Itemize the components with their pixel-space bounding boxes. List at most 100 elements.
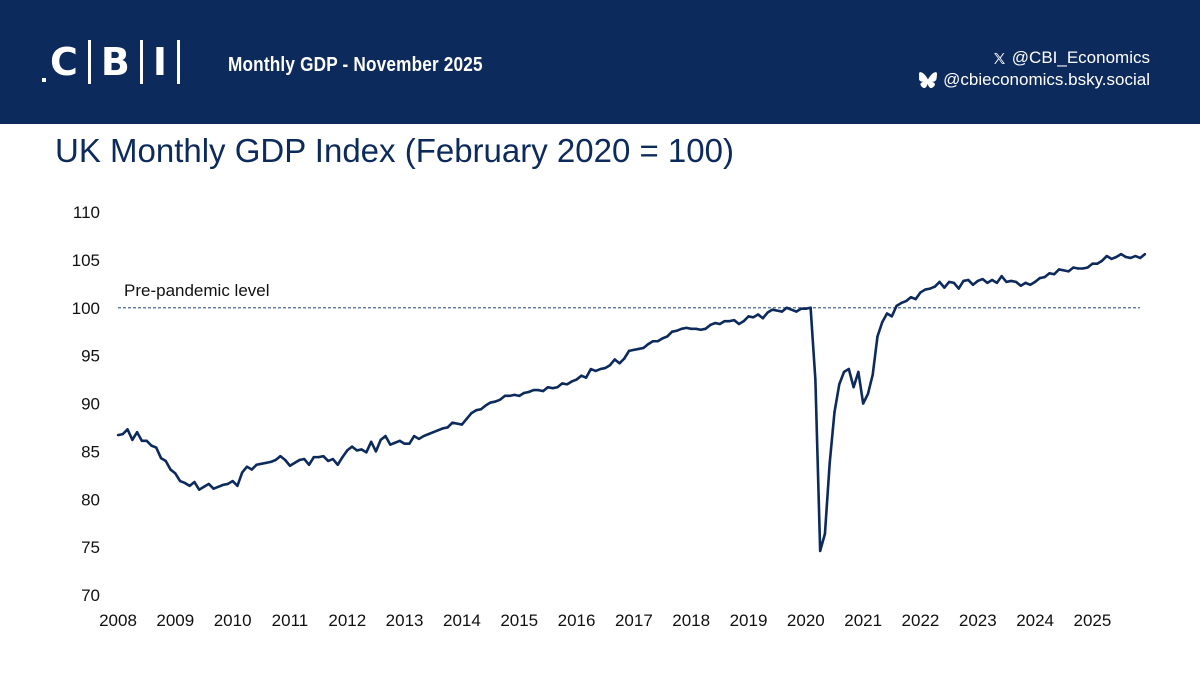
logo-letter-c: C	[50, 40, 78, 84]
gdp-data-point	[833, 410, 836, 414]
gdp-data-point	[1134, 254, 1137, 258]
gdp-data-point	[795, 310, 798, 313]
gdp-data-point	[967, 278, 970, 282]
gdp-data-point	[150, 444, 153, 447]
bluesky-handle: @cbieconomics.bsky.social	[943, 70, 1150, 89]
y-tick-label: 100	[72, 299, 100, 318]
gdp-data-point	[250, 468, 253, 471]
gdp-data-point	[1048, 272, 1051, 275]
x-axis-ticks: 2008 2009 2010 2011 2012 2013 2014 2015 2016 2017…	[99, 611, 1111, 630]
gdp-data-point	[761, 317, 765, 320]
gdp-data-point	[135, 431, 139, 434]
gdp-data-point	[1043, 275, 1046, 279]
gdp-data-point	[623, 357, 626, 360]
gdp-data-point	[580, 374, 583, 377]
gdp-data-point	[642, 346, 645, 350]
gdp-series-line	[117, 252, 1146, 553]
gdp-data-point	[689, 327, 693, 331]
gdp-data-point	[307, 463, 311, 466]
bluesky-butterfly-icon	[919, 72, 938, 88]
gdp-data-point	[1110, 257, 1113, 261]
gdp-data-point	[1019, 284, 1022, 287]
gdp-data-point	[752, 316, 755, 319]
gdp-data-point	[360, 448, 363, 451]
x-tick-label: 2012	[328, 611, 366, 630]
gdp-data-point	[742, 319, 745, 323]
gdp-data-point	[403, 442, 406, 445]
gdp-data-point	[962, 279, 965, 283]
x-handle: @CBI_Economics	[1011, 48, 1150, 67]
logo-divider	[87, 40, 91, 84]
gdp-data-point	[885, 312, 889, 315]
gdp-data-point	[685, 326, 688, 330]
header-banner: C B I Monthly GDP - November 2025 @CBI_E…	[0, 0, 1200, 124]
gdp-data-point	[823, 532, 827, 535]
logo-divider	[139, 40, 143, 84]
gdp-data-point	[1100, 259, 1104, 263]
gdp-data-point	[260, 462, 263, 466]
gdp-data-point	[537, 388, 540, 392]
gdp-data-point	[1062, 269, 1065, 272]
y-tick-label: 110	[73, 203, 100, 222]
gdp-data-point	[1067, 270, 1070, 273]
gdp-data-point	[1129, 256, 1132, 260]
bluesky-handle-row[interactable]: @cbieconomics.bsky.social	[919, 69, 1150, 91]
gdp-data-point	[522, 391, 526, 395]
gdp-data-point	[723, 319, 726, 323]
gdp-data-point	[393, 441, 397, 444]
gdp-data-point	[1024, 281, 1027, 285]
gdp-data-point	[780, 310, 784, 313]
gdp-data-point	[895, 304, 898, 308]
x-tick-label: 2008	[99, 611, 137, 630]
gdp-data-point	[274, 458, 277, 462]
gdp-data-point	[732, 319, 736, 322]
gdp-data-point	[369, 440, 373, 443]
pre-pandemic-label: Pre-pandemic level	[124, 281, 270, 300]
banner-title: Monthly GDP - November 2025	[228, 54, 483, 76]
gdp-data-point	[847, 367, 851, 371]
gdp-data-point	[852, 386, 855, 389]
gdp-data-point	[503, 394, 507, 398]
gdp-data-point	[541, 389, 545, 393]
gdp-data-point	[565, 383, 569, 386]
gdp-data-point	[374, 450, 378, 453]
gdp-data-point	[245, 465, 249, 468]
gdp-data-point	[470, 411, 473, 415]
gdp-data-point	[202, 485, 206, 488]
gdp-data-point	[871, 373, 874, 376]
gdp-data-point	[460, 423, 464, 426]
x-tick-label: 2019	[730, 611, 768, 630]
y-tick-label: 105	[72, 251, 100, 270]
gdp-data-point	[317, 455, 320, 459]
logo-letter-i: I	[152, 40, 167, 84]
x-tick-label: 2020	[787, 611, 825, 630]
gdp-data-point	[322, 454, 325, 458]
gdp-data-point	[145, 439, 148, 443]
x-handle-row[interactable]: @CBI_Economics	[919, 47, 1150, 69]
gdp-data-point	[255, 463, 258, 466]
x-logo-icon	[993, 52, 1005, 64]
x-tick-label: 2014	[443, 611, 481, 630]
gdp-data-point	[412, 434, 416, 438]
gdp-data-point	[647, 342, 650, 346]
gdp-data-point	[704, 327, 707, 331]
gdp-data-point	[666, 335, 669, 338]
gdp-data-point	[207, 482, 210, 486]
gdp-data-point	[508, 394, 511, 398]
gdp-data-point	[670, 330, 674, 333]
gdp-data-point	[728, 319, 731, 323]
gdp-data-point	[656, 340, 659, 343]
gdp-data-point	[532, 388, 535, 392]
gdp-data-point	[140, 439, 144, 443]
gdp-data-point	[842, 370, 846, 374]
gdp-data-point	[441, 427, 445, 430]
gdp-data-point	[613, 358, 616, 361]
gdp-data-point	[489, 401, 492, 404]
gdp-data-point	[164, 459, 167, 463]
gdp-data-point	[226, 482, 230, 486]
gdp-data-point	[570, 380, 573, 383]
gdp-data-point	[952, 281, 956, 285]
gdp-data-point	[131, 438, 134, 442]
y-tick-label: 75	[81, 538, 100, 557]
